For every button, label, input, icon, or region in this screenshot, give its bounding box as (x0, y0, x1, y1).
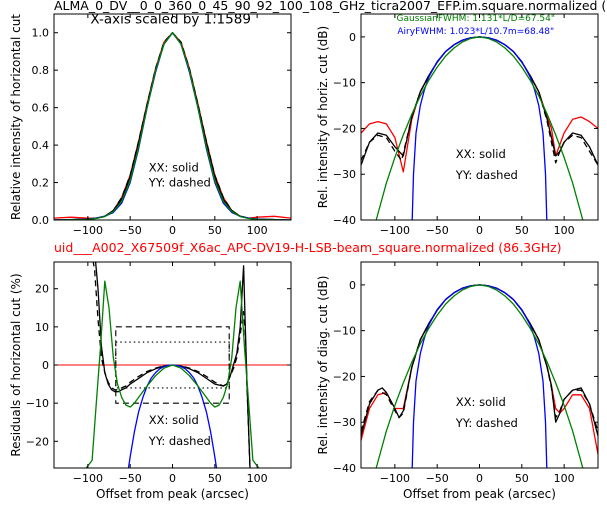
horizontal-cut-ytick-label: 0.2 (32, 177, 50, 190)
horizontal-cut-series-5 (54, 32, 291, 220)
diagonal-cut-db-annotation-2: YY: dashed (455, 416, 518, 430)
horizontal-cut-db-annotation-1: GaussianFWHM: 1.131*L/D=67.54" (397, 14, 555, 24)
horizontal-cut-xtick-label: 0 (169, 224, 176, 237)
horizontal-cut-annotation-3: YY: dashed (148, 175, 211, 189)
horizontal-cut-db-annotation-3: XX: solid (456, 147, 506, 161)
horizontal-residuals-plot-layer (54, 262, 291, 468)
horizontal-cut-annotation-2: XX: solid (149, 160, 199, 174)
figure-top-title: ALMA_0_DV__0_0_360_0_45_90_92_100_108_GH… (54, 0, 606, 13)
diagonal-cut-db-ytick-label: −20 (333, 370, 356, 383)
horizontal-residuals-series-4 (85, 280, 260, 468)
horizontal-cut-xtick-label: −100 (73, 224, 103, 237)
diagonal-cut-db-series-5 (375, 284, 584, 468)
horizontal-residuals-ytick-label: −20 (26, 435, 49, 448)
diagonal-cut-db-xtick-label: −50 (426, 472, 449, 485)
horizontal-cut-xtick-label: 100 (247, 224, 268, 237)
horizontal-residuals-annotation-1: XX: solid (149, 413, 199, 427)
horizontal-cut-plot-area (54, 14, 291, 220)
horizontal-residuals-xtick-label: 50 (208, 472, 222, 485)
horizontal-residuals-xtick-label: −100 (73, 472, 103, 485)
horizontal-residuals-xtick-label: 0 (169, 472, 176, 485)
horizontal-residuals-ylabel: Residuals of horizontal cut (%) (9, 273, 23, 456)
horizontal-cut-db-series-3 (361, 36, 598, 166)
horizontal-residuals-ytick-label: −10 (26, 397, 49, 410)
horizontal-cut-db-xtick-label: 100 (554, 224, 575, 237)
horizontal-cut-db-ytick-label: 0 (349, 31, 356, 44)
horizontal-cut-ytick-label: 0.6 (32, 102, 50, 115)
diagonal-cut-db-ytick-label: −40 (333, 462, 356, 475)
horizontal-cut-xtick-label: 50 (208, 224, 222, 237)
horizontal-cut-db-ytick-label: −10 (333, 77, 356, 90)
diagonal-cut-db-plot-layer (361, 284, 598, 468)
horizontal-cut-db-ytick-label: −40 (333, 214, 356, 227)
horizontal-cut-ytick-label: 0.4 (32, 139, 50, 152)
diagonal-cut-db-plot-area (361, 262, 598, 468)
horizontal-cut-db-ytick-label: −30 (333, 168, 356, 181)
horizontal-residuals-xlabel: Offset from peak (arcsec) (96, 487, 249, 501)
diagonal-cut-db-ytick-label: −10 (333, 325, 356, 338)
horizontal-cut-annotation-1: X-axis scaled by 1.1589 (90, 11, 251, 27)
horizontal-cut-plot-layer (54, 32, 291, 220)
horizontal-residuals-annotation-2: YY: dashed (148, 434, 211, 448)
horizontal-residuals-xtick-label: 100 (247, 472, 268, 485)
horizontal-cut-db-annotation-2: AiryFWHM: 1.023*L/10.7m=68.48" (397, 27, 554, 37)
horizontal-residuals-tolerance-box-2 (115, 341, 230, 389)
diagonal-cut-db-ytick-label: −30 (333, 416, 356, 429)
horizontal-cut-ylabel: Relative intensity of horizontal cut (9, 14, 23, 220)
chart-horizontal-cut: −100 −50 0 50 100 0.0 0.2 0.4 0.6 0.8 1.0 Relative … (9, 11, 292, 237)
diagonal-cut-db-ytick-label: 0 (349, 279, 356, 292)
horizontal-residuals-ytick-label: 10 (35, 321, 49, 334)
horizontal-cut-db-xtick-label: −50 (426, 224, 449, 237)
diagonal-cut-db-ylabel: Rel. intensity of diag. cut (dB) (316, 276, 330, 455)
horizontal-cut-xtick-label: −50 (119, 224, 142, 237)
diagonal-cut-db-xtick-label: −100 (380, 472, 410, 485)
horizontal-cut-db-plot-layer (361, 36, 598, 220)
diagonal-cut-db-xtick-label: 0 (476, 472, 483, 485)
diagonal-cut-db-annotation-1: XX: solid (456, 395, 506, 409)
horizontal-cut-ytick-label: 0.0 (32, 214, 50, 227)
figure-mid-title: uid___A002_X67509f_X6ac_APC-DV19-H-LSB-b… (54, 240, 562, 255)
horizontal-cut-db-series-5 (375, 36, 584, 220)
horizontal-residuals-ytick-label: 20 (35, 283, 49, 296)
horizontal-cut-db-xtick-label: 50 (515, 224, 529, 237)
horizontal-cut-db-xtick-label: 0 (476, 224, 483, 237)
horizontal-residuals-ytick-label: 0 (42, 359, 49, 372)
diagonal-cut-db-xlabel: Offset from peak (arcsec) (403, 487, 556, 501)
chart-panels: −100 −50 0 50 1000.00.20.40.60.81.0Relative … (9, 11, 599, 501)
horizontal-cut-db-xtick-label: −100 (380, 224, 410, 237)
horizontal-cut-db-plot-area (361, 14, 598, 220)
horizontal-cut-db-ylabel: Rel. intensity of horiz. cut (dB) (316, 26, 330, 208)
diagonal-cut-db-xtick-label: 100 (554, 472, 575, 485)
horizontal-cut-ytick-label: 0.8 (32, 64, 50, 77)
diagonal-cut-db-xtick-label: 50 (515, 472, 529, 485)
horizontal-cut-ytick-label: 1.0 (32, 27, 50, 40)
horizontal-cut-db-ytick-label: −20 (333, 122, 356, 135)
horizontal-cut-db-annotation-4: YY: dashed (455, 168, 518, 182)
horizontal-residuals-xtick-label: −50 (119, 472, 142, 485)
